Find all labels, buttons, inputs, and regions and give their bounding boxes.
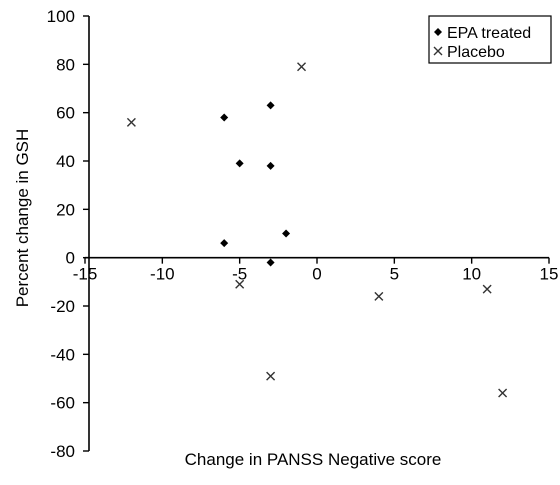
x-tick-label: 15 [540,265,559,284]
placebo-point [126,117,136,127]
legend-label: Placebo [447,44,505,61]
epa-treated-point [266,101,275,110]
axes-group [85,16,549,451]
epa-treated-point [220,113,229,122]
x-axis-title: Change in PANSS Negative score [185,450,442,469]
placebo-point [482,284,492,294]
y-tick-label: 40 [56,152,75,171]
x-tick-label: 10 [462,265,481,284]
legend-diamond-icon [434,28,442,36]
tick-labels-group: 100 80 60 40 20 0 -20 -40 -60 -80 -15 -10 -5 0 5 10 15 [47,7,559,461]
y-tick-label: -20 [50,297,75,316]
y-tick-label: -80 [50,442,75,461]
legend-box [428,15,552,64]
x-tick-label: -5 [232,265,247,284]
epa-treated-point [266,161,275,170]
y-axis-title: Percent change in GSH [13,129,32,308]
y-tick-label: -60 [50,394,75,413]
legend-items: EPA treated Placebo [433,25,531,61]
placebo-point [235,279,245,289]
epa-treated-point [266,258,275,267]
x-tick-label: -10 [150,265,175,284]
ticks-group [83,15,550,452]
y-tick-label: 100 [47,7,75,26]
legend-cross-icon [433,46,443,56]
epa-treated-point [282,229,291,238]
y-tick-label: 80 [56,55,75,74]
legend: EPA treated Placebo [428,15,552,64]
y-tick-label: 0 [66,249,75,268]
placebo-point [498,388,508,398]
x-tick-label: 5 [390,265,399,284]
x-tick-label: 0 [312,265,321,284]
epa-treated-point [220,239,229,248]
y-tick-label: 60 [56,104,75,123]
placebo-point [297,62,307,72]
placebo-point [374,291,384,301]
data-points-group [126,62,508,398]
y-tick-label: 20 [56,200,75,219]
legend-label: EPA treated [447,25,531,42]
x-tick-label: -15 [73,265,98,284]
epa-treated-point [235,159,244,168]
y-tick-label: -40 [50,345,75,364]
placebo-point [266,371,276,381]
